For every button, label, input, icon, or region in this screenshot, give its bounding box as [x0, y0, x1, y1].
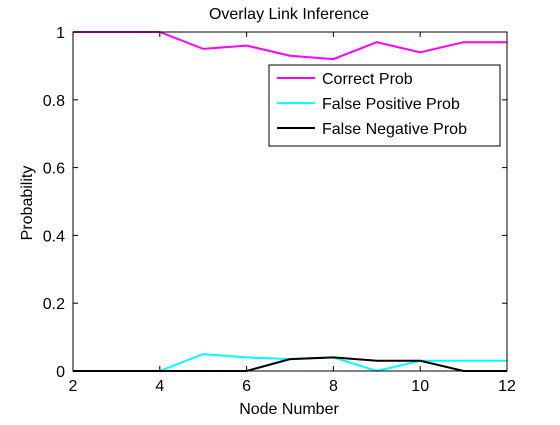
x-tick-label: 4	[155, 378, 164, 395]
y-tick-label: 1	[56, 25, 65, 42]
legend: Correct Prob False Positive Prob False Neg…	[268, 64, 501, 147]
legend-label-1: Correct Prob	[322, 71, 413, 88]
legend-label-3: False Negative Prob	[322, 121, 467, 138]
y-tick-label: 0.8	[43, 93, 65, 110]
x-tick-label: 2	[69, 378, 78, 395]
x-tick-label: 6	[242, 378, 251, 395]
x-tick-label: 12	[498, 378, 516, 395]
x-tick-label: 8	[329, 378, 338, 395]
y-tick-label: 0	[56, 364, 65, 381]
x-tick-label: 10	[411, 378, 429, 395]
y-tick-label: 0.4	[43, 228, 65, 245]
axes: 2 4 6 8 10 12 0 0.2 0.4 0.6 0.8 1	[43, 25, 516, 395]
y-tick-label: 0.6	[43, 161, 65, 178]
axes-box	[72, 31, 508, 372]
y-tick-label: 0.2	[43, 296, 65, 313]
x-axis-label: Node Number	[239, 401, 339, 418]
y-axis-label: Probability	[19, 166, 36, 241]
chart-title: Overlay Link Inference	[209, 6, 369, 23]
legend-label-2: False Positive Prob	[322, 96, 460, 113]
